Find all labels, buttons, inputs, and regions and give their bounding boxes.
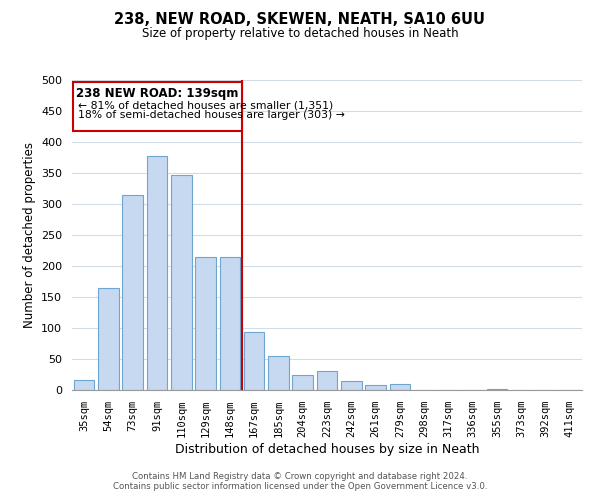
Bar [195,256,216,390]
Bar [487,389,508,390]
Text: 238, NEW ROAD, SKEWEN, NEATH, SA10 6UU: 238, NEW ROAD, SKEWEN, NEATH, SA10 6UU [115,12,485,28]
Bar [268,356,289,390]
Bar [292,374,313,390]
Bar [171,176,191,390]
Y-axis label: Number of detached properties: Number of detached properties [23,142,35,328]
Bar [341,380,362,390]
Bar [122,194,143,390]
Text: Contains public sector information licensed under the Open Government Licence v3: Contains public sector information licen… [113,482,487,491]
Bar [317,372,337,390]
Bar [244,332,265,390]
Bar [74,380,94,390]
Text: Size of property relative to detached houses in Neath: Size of property relative to detached ho… [142,28,458,40]
Bar [365,385,386,390]
Bar [389,384,410,390]
X-axis label: Distribution of detached houses by size in Neath: Distribution of detached houses by size … [175,443,479,456]
FancyBboxPatch shape [73,82,242,131]
Text: 18% of semi-detached houses are larger (303) →: 18% of semi-detached houses are larger (… [78,110,345,120]
Bar [146,156,167,390]
Text: Contains HM Land Registry data © Crown copyright and database right 2024.: Contains HM Land Registry data © Crown c… [132,472,468,481]
Bar [220,256,240,390]
Text: ← 81% of detached houses are smaller (1,351): ← 81% of detached houses are smaller (1,… [78,100,334,110]
Text: 238 NEW ROAD: 139sqm: 238 NEW ROAD: 139sqm [76,87,239,100]
Bar [98,288,119,390]
